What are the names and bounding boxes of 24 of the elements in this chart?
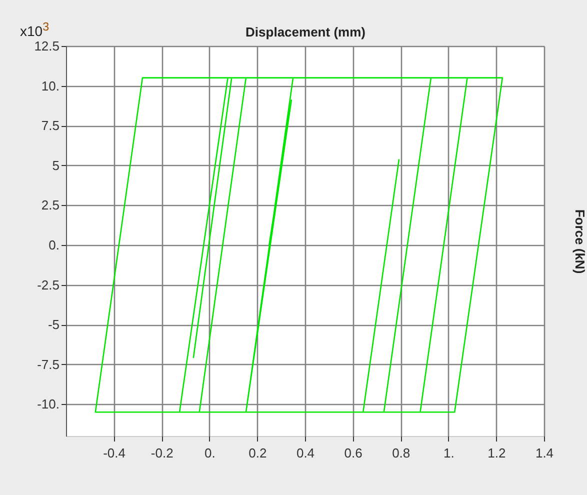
y-tick-label: 2.5 [41, 198, 60, 213]
x-tick-label: 0.8 [392, 446, 410, 460]
x-tick-label: 0. [204, 446, 216, 460]
y-tick-label: 7.5 [41, 118, 60, 134]
x-tick-label: -0.4 [103, 446, 126, 460]
x-tick-label: 1.4 [535, 446, 554, 460]
x-tick-label: 1. [443, 446, 454, 460]
y-tick-label: 10. [41, 78, 60, 94]
x-tick-label: 0.2 [248, 446, 267, 460]
y-tick-label: 0. [48, 237, 60, 252]
x-tick-label: -0.2 [150, 446, 174, 460]
x-tick-label: 0.4 [296, 446, 315, 460]
y-axis-title: Force (kN) [572, 209, 587, 274]
y-tick-label: -2.5 [37, 277, 60, 292]
x-axis-title: Displacement (mm) [246, 24, 366, 40]
y-tick-label: 12.5 [34, 38, 60, 54]
text: x10$^{3}$ [20, 20, 50, 39]
x-tick-label: 0.6 [344, 446, 362, 460]
x-tick-label: 1.2 [488, 446, 506, 460]
y-tick-label: -5 [48, 317, 60, 332]
y-tick-label: -10. [37, 396, 60, 412]
y-tick-label: 5 [52, 158, 60, 173]
y-tick-label: -7.5 [37, 356, 60, 372]
line-series [94, 77, 504, 413]
